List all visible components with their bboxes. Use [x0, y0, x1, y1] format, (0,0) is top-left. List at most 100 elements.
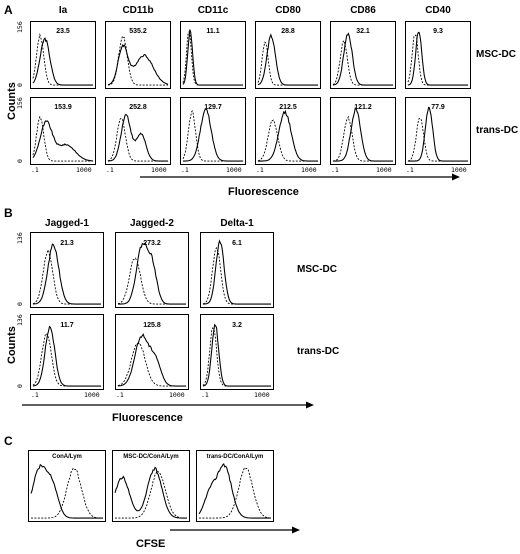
isotype-histogram: [199, 467, 272, 519]
histogram-box: [115, 314, 189, 390]
panel-a-col-label: Ia: [58, 5, 68, 16]
mfi-value: 11.7: [60, 322, 74, 329]
histogram-box: [30, 314, 104, 390]
mfi-value: 212.5: [279, 104, 297, 111]
mfi-value: 11.1: [206, 28, 220, 35]
isotype-histogram: [32, 32, 94, 86]
marker-histogram: [407, 31, 469, 86]
panel-b-col-label: Jagged-2: [130, 218, 174, 229]
marker-histogram: [107, 43, 169, 86]
panel-b-x-arrow: [22, 401, 314, 409]
mfi-value: 28.8: [281, 28, 295, 35]
panel-a-y-max-tick: 156: [16, 21, 24, 33]
mfi-value: 125.8: [143, 322, 161, 329]
x-tick-max: 1000: [451, 166, 467, 174]
marker-histogram: [202, 239, 272, 305]
isotype-histogram: [257, 119, 319, 162]
x-tick-min: .1: [406, 166, 414, 174]
mfi-value: 9.3: [433, 28, 443, 35]
histogram-box: [330, 97, 396, 165]
x-tick-max: 1000: [151, 166, 167, 174]
x-tick-max: 1000: [169, 391, 185, 399]
mfi-value: 3.2: [232, 322, 242, 329]
marker-histogram: [117, 242, 187, 305]
mfi-value: 21.3: [60, 240, 74, 247]
x-tick-min: .1: [116, 391, 124, 399]
marker-histogram: [182, 29, 244, 86]
panel-b-col-label: Delta-1: [220, 218, 254, 229]
panel-a-col-label: CD80: [275, 5, 301, 16]
panel-a-col-label: CD11b: [122, 5, 154, 16]
histogram-box: [200, 232, 274, 308]
isotype-histogram: [31, 467, 103, 519]
panel-b-y-min-tick: 0: [16, 384, 24, 388]
isotype-histogram: [115, 470, 187, 519]
x-tick-min: .1: [106, 166, 114, 174]
cfse-histogram-box: [28, 450, 106, 522]
panel-a-letter: A: [4, 3, 13, 17]
panel-b-row-label: MSC-DC: [297, 264, 337, 275]
panel-a-x-label: Fluorescence: [228, 186, 299, 198]
isotype-histogram: [332, 115, 394, 162]
isotype-histogram: [202, 246, 272, 305]
isotype-histogram: [32, 115, 94, 162]
histogram-box: [255, 21, 321, 89]
marker-histogram: [332, 107, 394, 162]
panel-b-y-max-tick: 136: [16, 314, 24, 326]
panel-b-y-min-tick: 0: [16, 302, 24, 306]
panel-c-x-label: CFSE: [136, 538, 166, 550]
histogram-box: [30, 97, 96, 165]
marker-histogram: [32, 120, 94, 162]
histogram-box: [180, 97, 246, 165]
marker-histogram: [114, 466, 187, 519]
panel-b-row-label: trans-DC: [297, 346, 340, 357]
cfse-plot-label: ConA/Lym: [52, 454, 82, 460]
histogram-box: [405, 21, 471, 89]
cfse-plot-label: MSC-DC/ConA/Lym: [123, 454, 179, 460]
isotype-histogram: [117, 257, 187, 305]
panel-b-y-max-tick: 136: [16, 232, 24, 244]
x-tick-max: 1000: [84, 391, 100, 399]
panel-a-col-label: CD11c: [197, 5, 229, 16]
panel-c-letter: C: [4, 434, 13, 448]
panel-a-y-label: Counts: [6, 82, 18, 120]
x-tick-max: 1000: [301, 166, 317, 174]
histogram-box: [105, 97, 171, 165]
isotype-histogram: [182, 110, 244, 162]
mfi-value: 535.2: [129, 28, 147, 35]
histogram-box: [30, 232, 104, 308]
panel-a-row-label: MSC-DC: [476, 49, 516, 60]
panel-b-y-label: Counts: [6, 326, 18, 364]
histogram-box: [200, 314, 274, 390]
marker-histogram: [202, 323, 272, 387]
marker-histogram: [107, 113, 169, 162]
x-tick-min: .1: [256, 166, 264, 174]
cfse-histogram-box: [196, 450, 274, 522]
x-tick-max: 1000: [254, 391, 270, 399]
histogram-box: [330, 21, 396, 89]
cfse-histogram-box: [112, 450, 190, 522]
cfse-plot-label: trans-DC/ConA/Lym: [206, 454, 264, 460]
isotype-histogram: [257, 41, 319, 86]
marker-histogram: [198, 462, 271, 519]
panel-b-x-label: Fluorescence: [112, 412, 183, 424]
marker-histogram: [117, 333, 187, 387]
histogram-box: [405, 97, 471, 165]
marker-histogram: [32, 37, 94, 86]
mfi-value: 23.5: [56, 28, 70, 35]
mfi-value: 121.2: [354, 104, 372, 111]
histogram-box: [255, 97, 321, 165]
x-tick-max: 1000: [76, 166, 92, 174]
mfi-value: 273.2: [143, 240, 161, 247]
x-tick-min: .1: [201, 391, 209, 399]
mfi-value: 6.1: [232, 240, 242, 247]
mfi-value: 129.7: [204, 104, 222, 111]
panel-a-row-label: trans-DC: [476, 125, 519, 136]
marker-histogram: [32, 325, 102, 387]
panel-a-col-label: CD40: [425, 5, 451, 16]
mfi-value: 252.8: [129, 104, 147, 111]
isotype-histogram: [32, 249, 102, 305]
marker-histogram: [407, 106, 469, 162]
isotype-histogram: [407, 117, 469, 162]
histogram-box: [105, 21, 171, 89]
